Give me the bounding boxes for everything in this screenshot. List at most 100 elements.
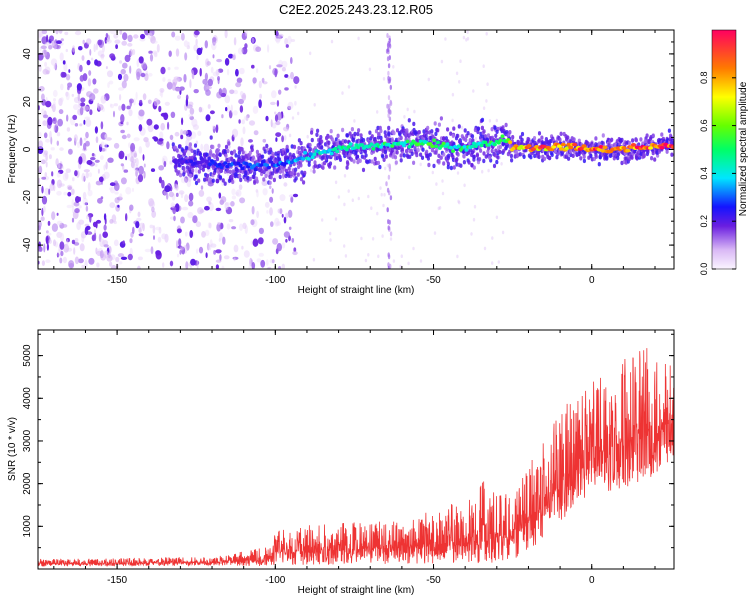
noise-blob [53, 42, 57, 50]
noise-blob [276, 111, 282, 121]
ridge-cell [231, 179, 235, 185]
noise-blob [135, 91, 138, 100]
noise-blob [239, 105, 244, 113]
ridge-cell [620, 137, 624, 143]
ridge-cell [471, 138, 475, 143]
noise-blob [39, 131, 42, 139]
noise-blob [86, 59, 91, 66]
ridge-cell [387, 125, 391, 131]
ridge-cell [272, 177, 276, 183]
heatmap-cells [38, 30, 674, 269]
noise-blob [248, 139, 253, 143]
noise-blob [262, 138, 267, 143]
noise-blob [370, 206, 373, 210]
noise-blob [387, 254, 391, 260]
noise-blob [288, 226, 292, 230]
noise-blob [65, 74, 71, 81]
noise-blob [466, 30, 469, 34]
noise-blob [388, 116, 392, 122]
ridge-cell [533, 153, 537, 159]
noise-blob [343, 174, 347, 178]
ridge-cell [251, 174, 255, 179]
ridge-cell [376, 125, 380, 131]
ridge-cell [479, 143, 484, 148]
ridge-cell [201, 167, 205, 172]
noise-blob [104, 142, 108, 152]
noise-blob [113, 103, 119, 107]
noise-blob [195, 221, 202, 228]
noise-blob [53, 239, 56, 247]
noise-blob [283, 216, 287, 224]
noise-blob [182, 130, 189, 135]
noise-blob [115, 44, 118, 49]
noise-blob [57, 118, 63, 127]
ridge-cell [171, 142, 175, 147]
noise-blob [462, 35, 466, 40]
ridge-cell [253, 171, 257, 176]
noise-blob [38, 246, 42, 252]
noise-blob [149, 224, 154, 229]
noise-blob [126, 153, 130, 158]
ridge-cell [648, 146, 654, 150]
ridge-cell [360, 143, 364, 147]
noise-blob [119, 60, 123, 64]
noise-blob [120, 163, 124, 167]
ridge-cell [188, 142, 192, 147]
noise-blob [143, 171, 146, 179]
colorbar-ticks: 0.0 0.2 0.4 0.6 0.8 [699, 72, 736, 275]
noise-blob [276, 64, 283, 68]
ridge-cell [194, 180, 199, 186]
noise-blob [74, 123, 79, 127]
ridge-cell [581, 144, 587, 148]
ridge-cell [313, 160, 317, 165]
ridge-cell [274, 151, 278, 156]
noise-blob [261, 179, 268, 186]
noise-blob [215, 259, 222, 263]
noise-blob [79, 75, 85, 82]
noise-blob [341, 91, 344, 95]
noise-blob [196, 54, 199, 61]
noise-blob [427, 77, 430, 82]
ridge-cell [520, 131, 525, 137]
ridge-cell [670, 145, 674, 149]
ridge-cell [292, 144, 297, 150]
noise-blob [52, 89, 58, 98]
noise-blob [74, 170, 78, 177]
ridge-cell [306, 157, 311, 161]
noise-blob [77, 141, 80, 148]
noise-blob [85, 118, 92, 128]
noise-blob [221, 114, 224, 119]
noise-blob [230, 104, 233, 113]
noise-blob [169, 160, 173, 165]
noise-blob [274, 68, 278, 78]
ridge-cell [206, 173, 210, 178]
noise-blob [487, 168, 490, 173]
noise-blob [148, 30, 155, 37]
noise-blob [149, 54, 154, 62]
ridge-cell [492, 163, 497, 169]
noise-blob [46, 230, 49, 234]
noise-blob [188, 113, 193, 118]
noise-blob [274, 35, 281, 43]
noise-blob [52, 103, 56, 113]
noise-blob [275, 120, 281, 126]
noise-blob [293, 247, 297, 252]
noise-blob [176, 253, 180, 258]
noise-blob [218, 238, 221, 242]
ridge-cell [417, 130, 421, 135]
ridge-cell [296, 172, 300, 177]
ridge-cell [264, 173, 268, 179]
ridge-cell [665, 149, 669, 154]
noise-blob [389, 263, 392, 269]
noise-blob [73, 134, 78, 142]
ridge-cell [479, 148, 483, 153]
noise-blob [146, 118, 153, 126]
noise-blob [400, 254, 403, 258]
noise-blob [198, 106, 203, 113]
noise-blob [82, 197, 88, 206]
noise-blob [53, 64, 56, 70]
noise-blob [347, 85, 351, 89]
noise-blob [63, 191, 68, 196]
ridge-cell [182, 166, 186, 171]
noise-blob [65, 91, 69, 97]
